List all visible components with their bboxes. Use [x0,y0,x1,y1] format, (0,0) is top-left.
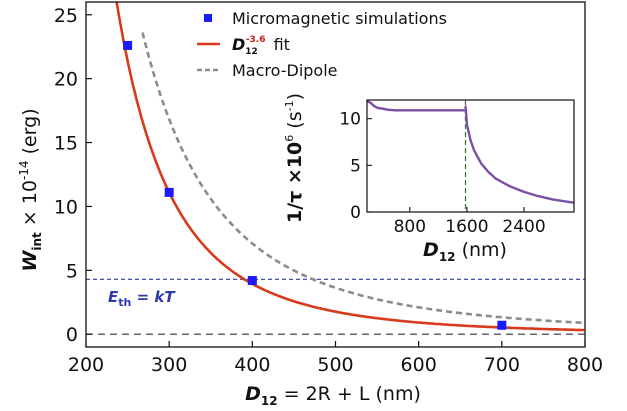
y-tick-label: 25 [54,5,78,27]
y-tick-label: 15 [54,133,78,155]
inset-x-tick-label: 2400 [502,217,545,237]
x-axis-label: D12 = 2R + L (nm) [245,383,421,408]
simulation-point [123,40,133,50]
inset-x-tick-label: 800 [394,217,426,237]
inset-background [360,98,576,214]
inset-y-tick-label: 0 [350,203,361,223]
inset-x-tick-label: 1600 [445,217,488,237]
inset-x-axis-label: D12 (nm) [423,239,507,264]
simulation-point [247,276,257,286]
x-tick-label: 200 [68,354,104,376]
eth-annotation: Eth = kT [108,288,176,309]
legend-marker-simulations [204,14,212,22]
inset-frame [366,99,575,213]
legend: Micromagnetic simulations D12-3.6 fit Ma… [197,9,447,80]
legend-label-macro-dipole: Macro-Dipole [232,61,338,80]
legend-label-fit: D12-3.6 fit [232,35,290,57]
y-tick-label: 0 [66,324,78,346]
x-tick-label: 400 [234,354,270,376]
legend-label-simulations: Micromagnetic simulations [232,9,447,28]
simulation-point [164,187,174,197]
inset-y-tick-label: 10 [339,110,361,130]
y-tick-label: 5 [66,260,78,282]
macro-dipole-curve [141,32,585,325]
x-tick-label: 800 [567,354,603,376]
x-tick-label: 600 [401,354,437,376]
y-tick-label: 10 [54,196,78,218]
inset-y-tick-label: 5 [350,156,361,176]
y-tick-label: 20 [54,69,78,91]
x-tick-label: 500 [317,354,353,376]
inset-curve [464,105,575,204]
inset-y-axis-label: 1/τ ×106 (s-1) [283,93,306,223]
x-tick-label: 700 [484,354,520,376]
simulation-point [497,320,507,330]
y-axis-label: Wint × 10-14 (erg) [17,108,44,271]
inset-curve [366,99,466,112]
x-tick-label: 300 [151,354,187,376]
